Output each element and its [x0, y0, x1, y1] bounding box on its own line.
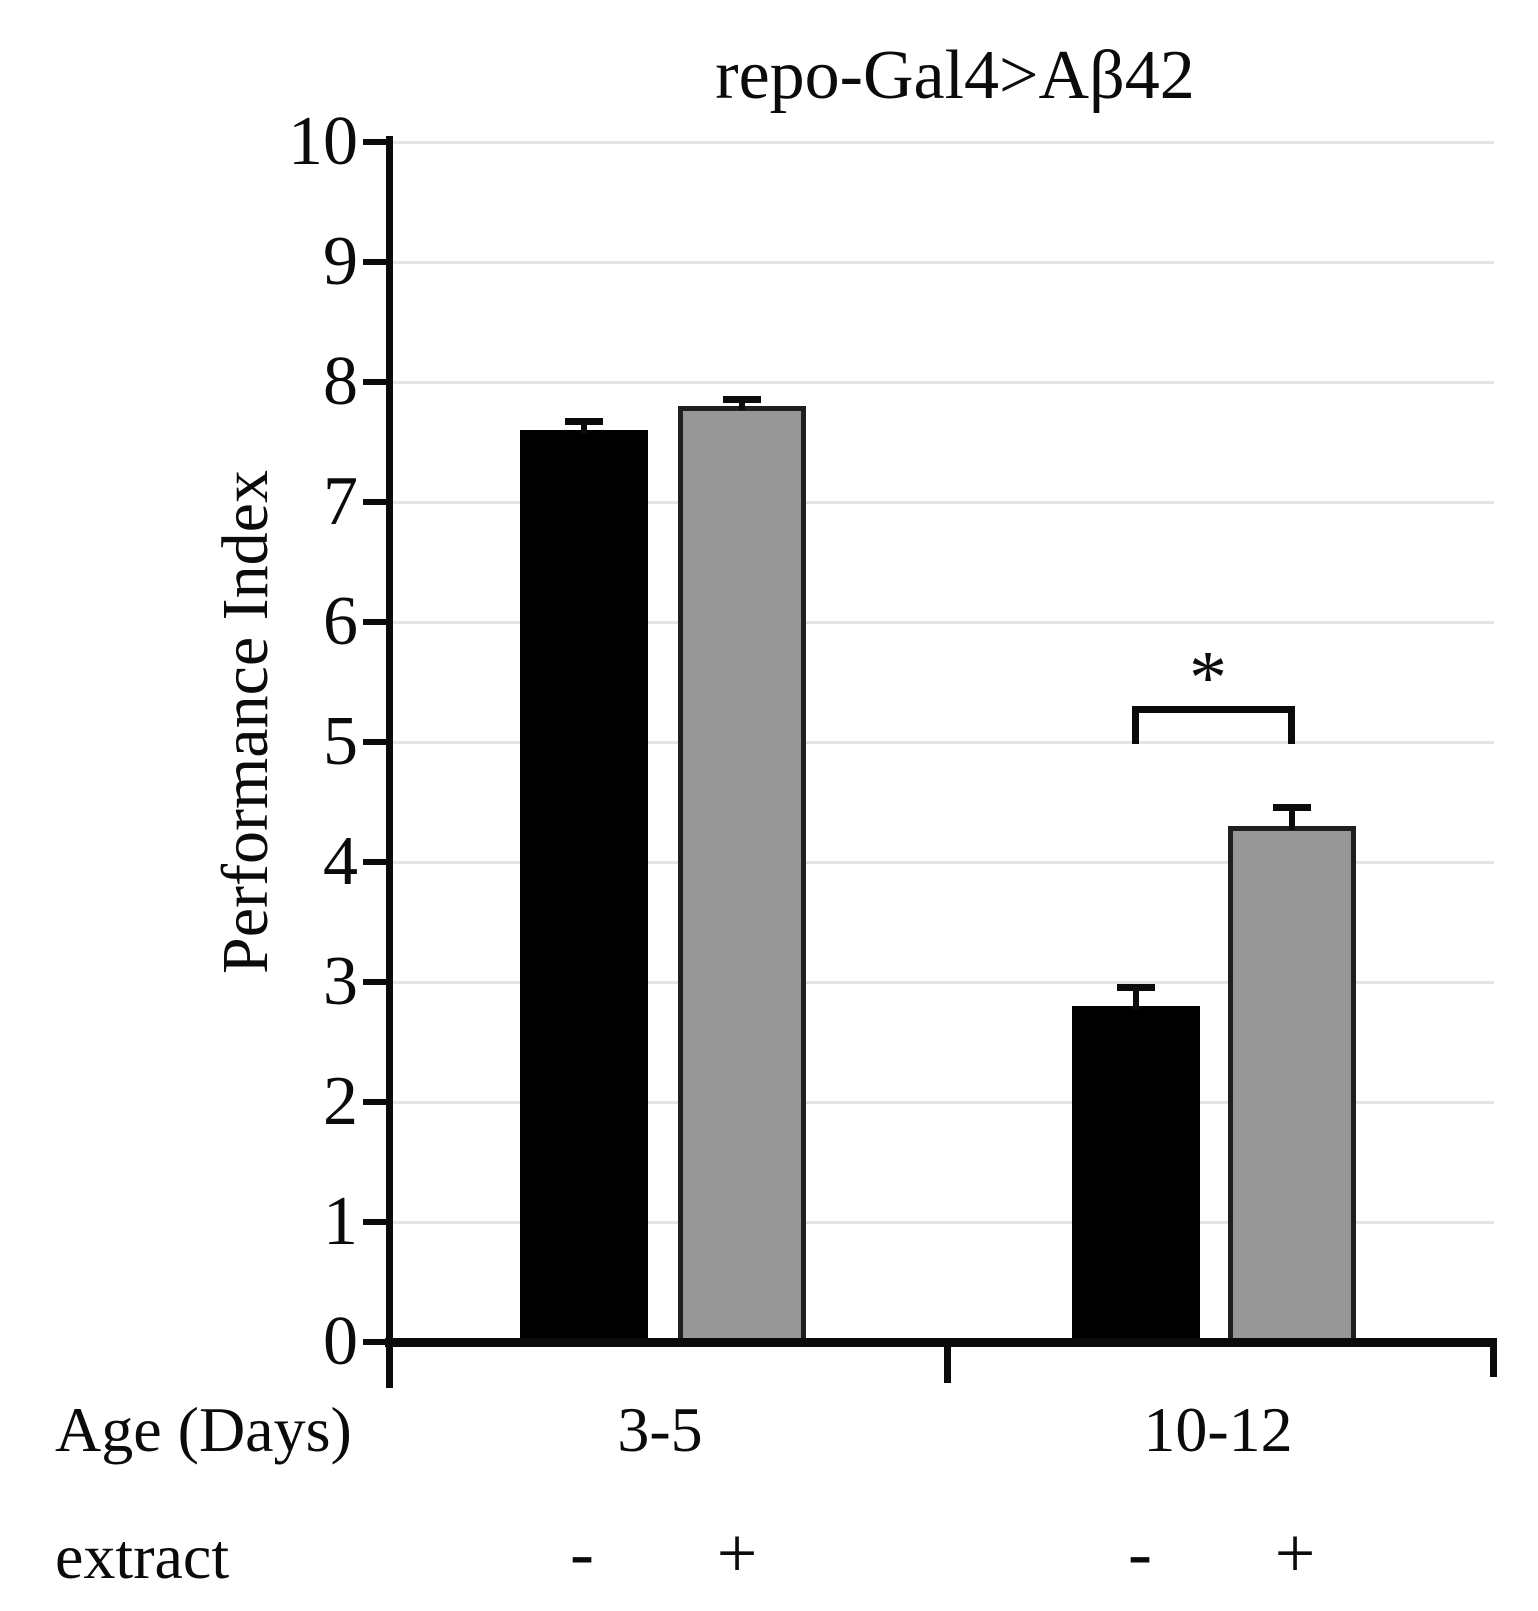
error-bar-stem [581, 425, 587, 434]
error-bar-10-12-extract-plus [1273, 804, 1311, 830]
significance-asterisk: * [1189, 636, 1227, 720]
group-label-10-12: 10-12 [1143, 1394, 1293, 1465]
y-tick-mark-2 [363, 1099, 391, 1105]
x-axis-tick-right [1490, 1347, 1497, 1377]
y-tick-label-2: 2 [323, 1063, 358, 1140]
y-tick-label-10: 10 [288, 103, 358, 180]
x-axis-line [385, 1338, 1497, 1347]
bar-10-12-extract-minus [1072, 1006, 1200, 1346]
error-bar-stem [739, 403, 745, 410]
gridline-y-1 [391, 1221, 1494, 1224]
error-bar-3-5-extract-minus [565, 418, 603, 434]
y-tick-mark-3 [363, 979, 391, 985]
y-tick-mark-4 [363, 859, 391, 865]
gridline-y-10 [391, 141, 1494, 144]
y-tick-label-4: 4 [323, 823, 358, 900]
bar-3-5-extract-plus [678, 406, 806, 1346]
y-tick-mark-1 [363, 1219, 391, 1225]
y-tick-label-6: 6 [323, 583, 358, 660]
gridline-y-4 [391, 861, 1494, 864]
y-tick-mark-6 [363, 619, 391, 625]
y-tick-label-3: 3 [323, 943, 358, 1020]
extract-sign-10-12-minus: - [1128, 1513, 1152, 1593]
plot-area [391, 141, 1494, 1346]
y-tick-mark-10 [363, 139, 391, 145]
significance-bracket-left-leg [1132, 706, 1139, 744]
error-bar-stem [1133, 991, 1139, 1010]
y-tick-label-8: 8 [323, 343, 358, 420]
gridline-y-7 [391, 501, 1494, 504]
x-axis-tick-middle [944, 1347, 951, 1383]
y-tick-mark-8 [363, 379, 391, 385]
y-tick-label-9: 9 [323, 223, 358, 300]
gridline-y-6 [391, 621, 1494, 624]
error-bar-3-5-extract-plus [723, 396, 761, 410]
extract-sign-10-12-plus: + [1274, 1513, 1316, 1593]
error-bar-10-12-extract-minus [1117, 984, 1155, 1010]
y-tick-mark-5 [363, 739, 391, 745]
gridline-y-9 [391, 261, 1494, 264]
y-tick-mark-0 [363, 1339, 391, 1345]
y-tick-label-7: 7 [323, 463, 358, 540]
age-axis-title: Age (Days) [55, 1394, 352, 1465]
extract-sign-3-5-minus: - [570, 1513, 594, 1593]
y-tick-mark-9 [363, 259, 391, 265]
extract-axis-title: extract [55, 1521, 230, 1592]
chart-title: repo-Gal4>Aβ42 [715, 37, 1195, 114]
y-tick-label-5: 5 [323, 703, 358, 780]
gridline-y-8 [391, 381, 1494, 384]
significance-bracket [1132, 706, 1295, 713]
y-tick-label-1: 1 [323, 1183, 358, 1260]
gridline-y-3 [391, 981, 1494, 984]
y-tick-mark-7 [363, 499, 391, 505]
gridline-y-5 [391, 741, 1494, 744]
significance-bracket-right-leg [1288, 706, 1295, 744]
extract-sign-3-5-plus: + [716, 1513, 758, 1593]
bar-10-12-extract-plus [1228, 826, 1356, 1346]
group-label-3-5: 3-5 [617, 1394, 703, 1465]
gridline-y-2 [391, 1101, 1494, 1104]
y-tick-label-0: 0 [323, 1303, 358, 1380]
bar-3-5-extract-minus [520, 430, 648, 1346]
error-bar-stem [1289, 811, 1295, 830]
y-axis-line [386, 136, 393, 1388]
